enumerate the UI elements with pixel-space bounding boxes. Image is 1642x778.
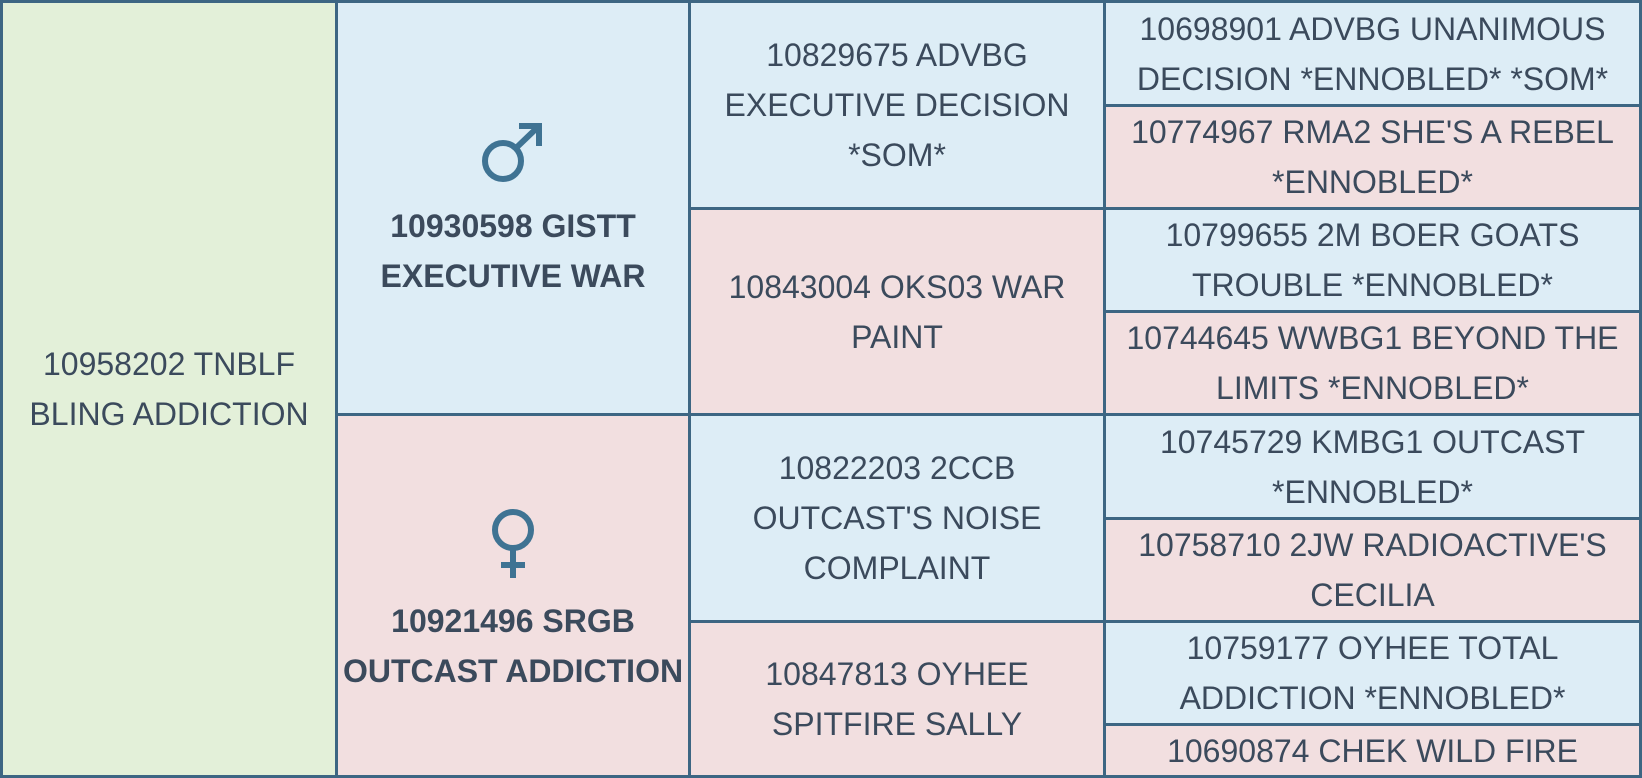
great-grandparent-cell: 10774967 RMA2 SHE'S A REBEL *ENNOBLED* [1106,107,1639,210]
great-grandparent-label: 10774967 RMA2 SHE'S A REBEL *ENNOBLED* [1131,114,1614,200]
male-symbol-icon [479,121,547,199]
grandparent-label: 10843004 OKS03 WAR PAINT [728,268,1066,355]
great-grandparent-label: 10690874 CHEK WILD FIRE [1167,733,1578,769]
great-grandparent-cell: 10759177 OYHEE TOTAL ADDICTION *ENNOBLED… [1106,623,1639,726]
great-grandparent-label: 10759177 OYHEE TOTAL ADDICTION *ENNOBLED… [1179,630,1566,716]
great-grandparent-cell: 10799655 2M BOER GOATS TROUBLE *ENNOBLED… [1106,210,1639,313]
great-grandparent-label: 10799655 2M BOER GOATS TROUBLE *ENNOBLED… [1165,217,1580,303]
grandparent-cell: 10847813 OYHEE SPITFIRE SALLY [691,623,1106,775]
grandparent-label: 10822203 2CCB OUTCAST'S NOISE COMPLAINT [752,450,1042,586]
great-grandparent-cell: 10745729 KMBG1 OUTCAST *ENNOBLED* [1106,416,1639,520]
female-symbol-icon [485,508,541,594]
great-grandparent-cell: 10698901 ADVBG UNANIMOUS DECISION *ENNOB… [1106,3,1639,107]
great-grandparent-cell: 10690874 CHEK WILD FIRE [1106,726,1639,775]
sire-label: 10930598 GISTT EXECUTIVE WAR [380,208,646,294]
grandparent-cell: 10843004 OKS03 WAR PAINT [691,210,1106,416]
great-grandparent-label: 10758710 2JW RADIOACTIVE'S CECILIA [1138,527,1607,613]
dam-label: 10921496 SRGB OUTCAST ADDICTION [342,603,684,689]
dam-cell: 10921496 SRGB OUTCAST ADDICTION [338,416,691,775]
great-grandparent-label: 10745729 KMBG1 OUTCAST *ENNOBLED* [1159,423,1586,510]
grandparent-label: 10847813 OYHEE SPITFIRE SALLY [765,656,1029,742]
grandparent-cell: 10829675 ADVBG EXECUTIVE DECISION *SOM* [691,3,1106,210]
grandparent-cell: 10822203 2CCB OUTCAST'S NOISE COMPLAINT [691,416,1106,623]
grandparent-label: 10829675 ADVBG EXECUTIVE DECISION *SOM* [724,37,1070,173]
subject-label: 10958202 TNBLF BLING ADDICTION [29,346,309,432]
great-grandparent-label: 10698901 ADVBG UNANIMOUS DECISION *ENNOB… [1136,10,1609,97]
great-grandparent-cell: 10744645 WWBG1 BEYOND THE LIMITS *ENNOBL… [1106,313,1639,416]
great-grandparent-cell: 10758710 2JW RADIOACTIVE'S CECILIA [1106,520,1639,623]
subject-animal: 10958202 TNBLF BLING ADDICTION [3,3,338,775]
great-grandparent-label: 10744645 WWBG1 BEYOND THE LIMITS *ENNOBL… [1126,320,1619,406]
sire-cell: 10930598 GISTT EXECUTIVE WAR [338,3,691,416]
